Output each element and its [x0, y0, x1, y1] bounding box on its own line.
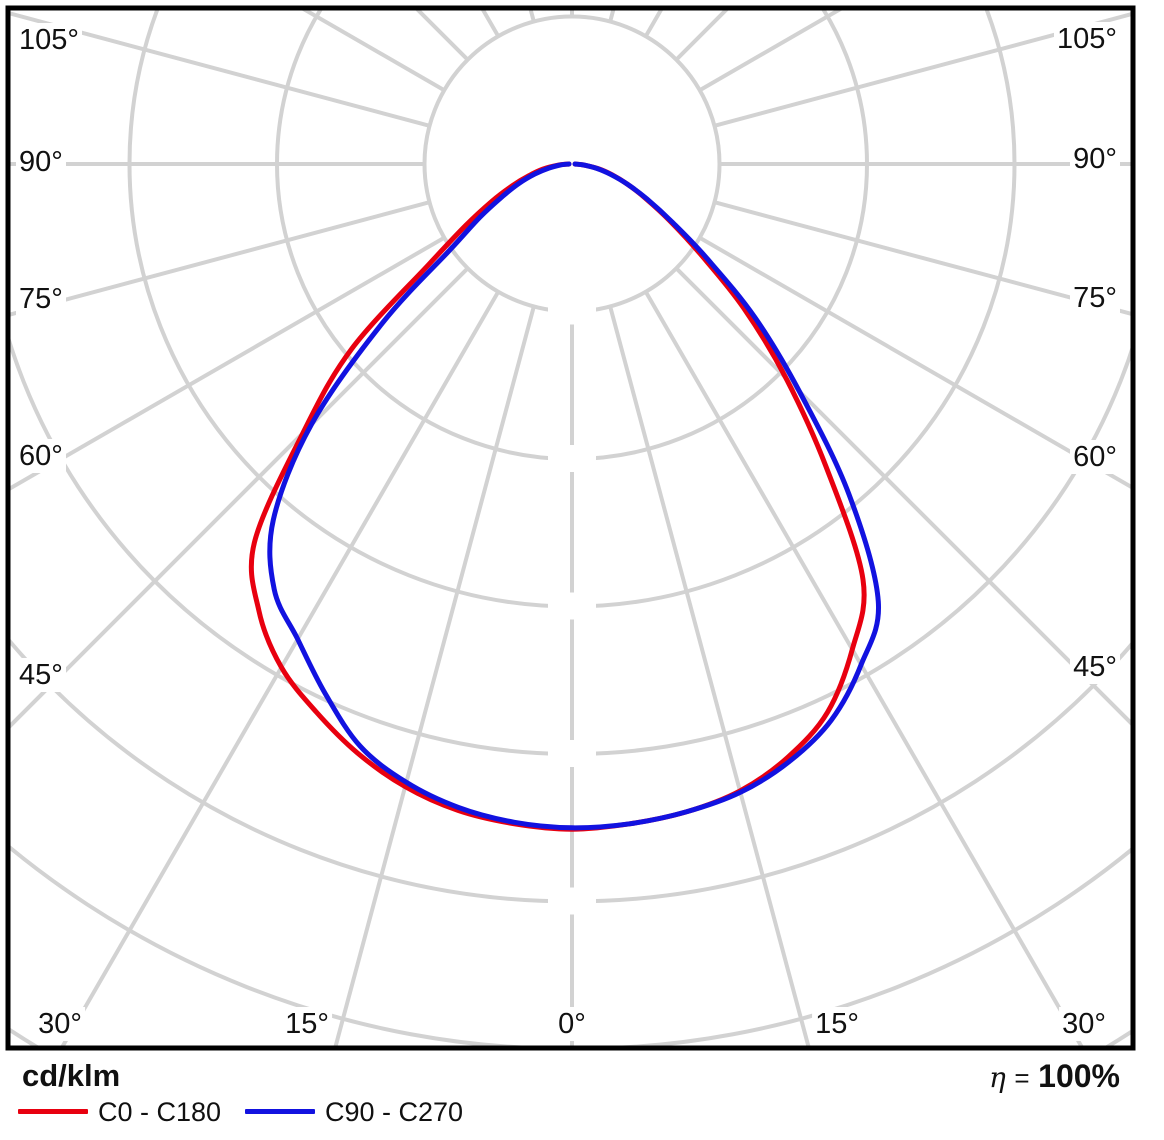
- legend-swatch-c90-c270: [245, 1109, 315, 1114]
- eta-symbol: η: [988, 1061, 1006, 1094]
- units-label: cd/klm: [22, 1058, 121, 1093]
- eta-value: 100%: [1038, 1058, 1120, 1094]
- angle-label-bottom-30-right: 30°: [1059, 1007, 1109, 1041]
- angle-label-right-45: 45°: [1070, 650, 1120, 684]
- angle-label-right-60: 60°: [1070, 440, 1120, 474]
- angle-label-right-105: 105°: [1054, 22, 1120, 56]
- angle-label-bottom-0: 0°: [555, 1007, 589, 1041]
- angle-label-left-105: 105°: [16, 23, 82, 57]
- legend-label-c90-c270: C90 - C270: [325, 1097, 464, 1127]
- legend-item-c0-c180: C0 - C180: [18, 1096, 228, 1128]
- legend-swatch-c0-c180: [18, 1109, 88, 1114]
- angle-label-left-75: 75°: [16, 282, 66, 316]
- angle-label-left-90: 90°: [16, 145, 66, 179]
- angle-label-left-45: 45°: [16, 658, 66, 692]
- angle-label-bottom-15-right: 15°: [812, 1007, 862, 1041]
- legend-item-c90-c270: C90 - C270: [245, 1096, 475, 1128]
- angle-label-left-60: 60°: [16, 439, 66, 473]
- eta-equals: =: [1014, 1063, 1030, 1093]
- efficiency-label: η = 100%: [989, 1058, 1120, 1095]
- angle-label-right-75: 75°: [1070, 281, 1120, 315]
- angle-label-bottom-15-left: 15°: [282, 1007, 332, 1041]
- legend-label-c0-c180: C0 - C180: [98, 1097, 222, 1127]
- angle-label-bottom-30-left: 30°: [35, 1007, 85, 1041]
- angle-label-right-90: 90°: [1070, 142, 1120, 176]
